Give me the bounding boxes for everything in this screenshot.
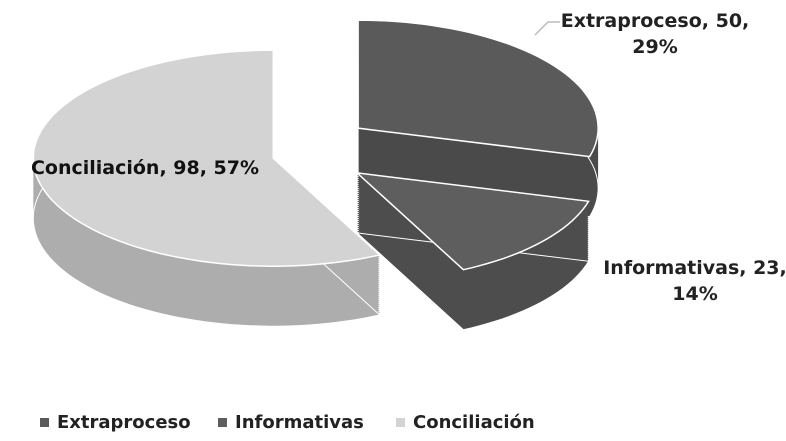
legend-label: Conciliación	[413, 412, 535, 433]
legend-item: Extraproceso	[40, 412, 191, 433]
data-label: Conciliación, 98, 57%	[30, 157, 260, 179]
legend-item: Informativas	[218, 412, 364, 433]
slice	[32, 49, 382, 267]
slice	[357, 19, 599, 158]
slice	[354, 171, 590, 271]
legend-swatch	[396, 418, 405, 427]
legend-swatch	[218, 418, 227, 427]
legend-swatch	[40, 418, 49, 427]
data-label: Informativas, 23, 14%	[603, 257, 786, 305]
leader-line	[534, 21, 560, 36]
legend-label: Extraproceso	[57, 412, 191, 433]
data-label: Extraproceso, 50, 29%	[560, 10, 750, 58]
legend-item: Conciliación	[396, 412, 535, 433]
legend-label: Informativas	[235, 412, 364, 433]
slice-edge	[355, 232, 590, 331]
